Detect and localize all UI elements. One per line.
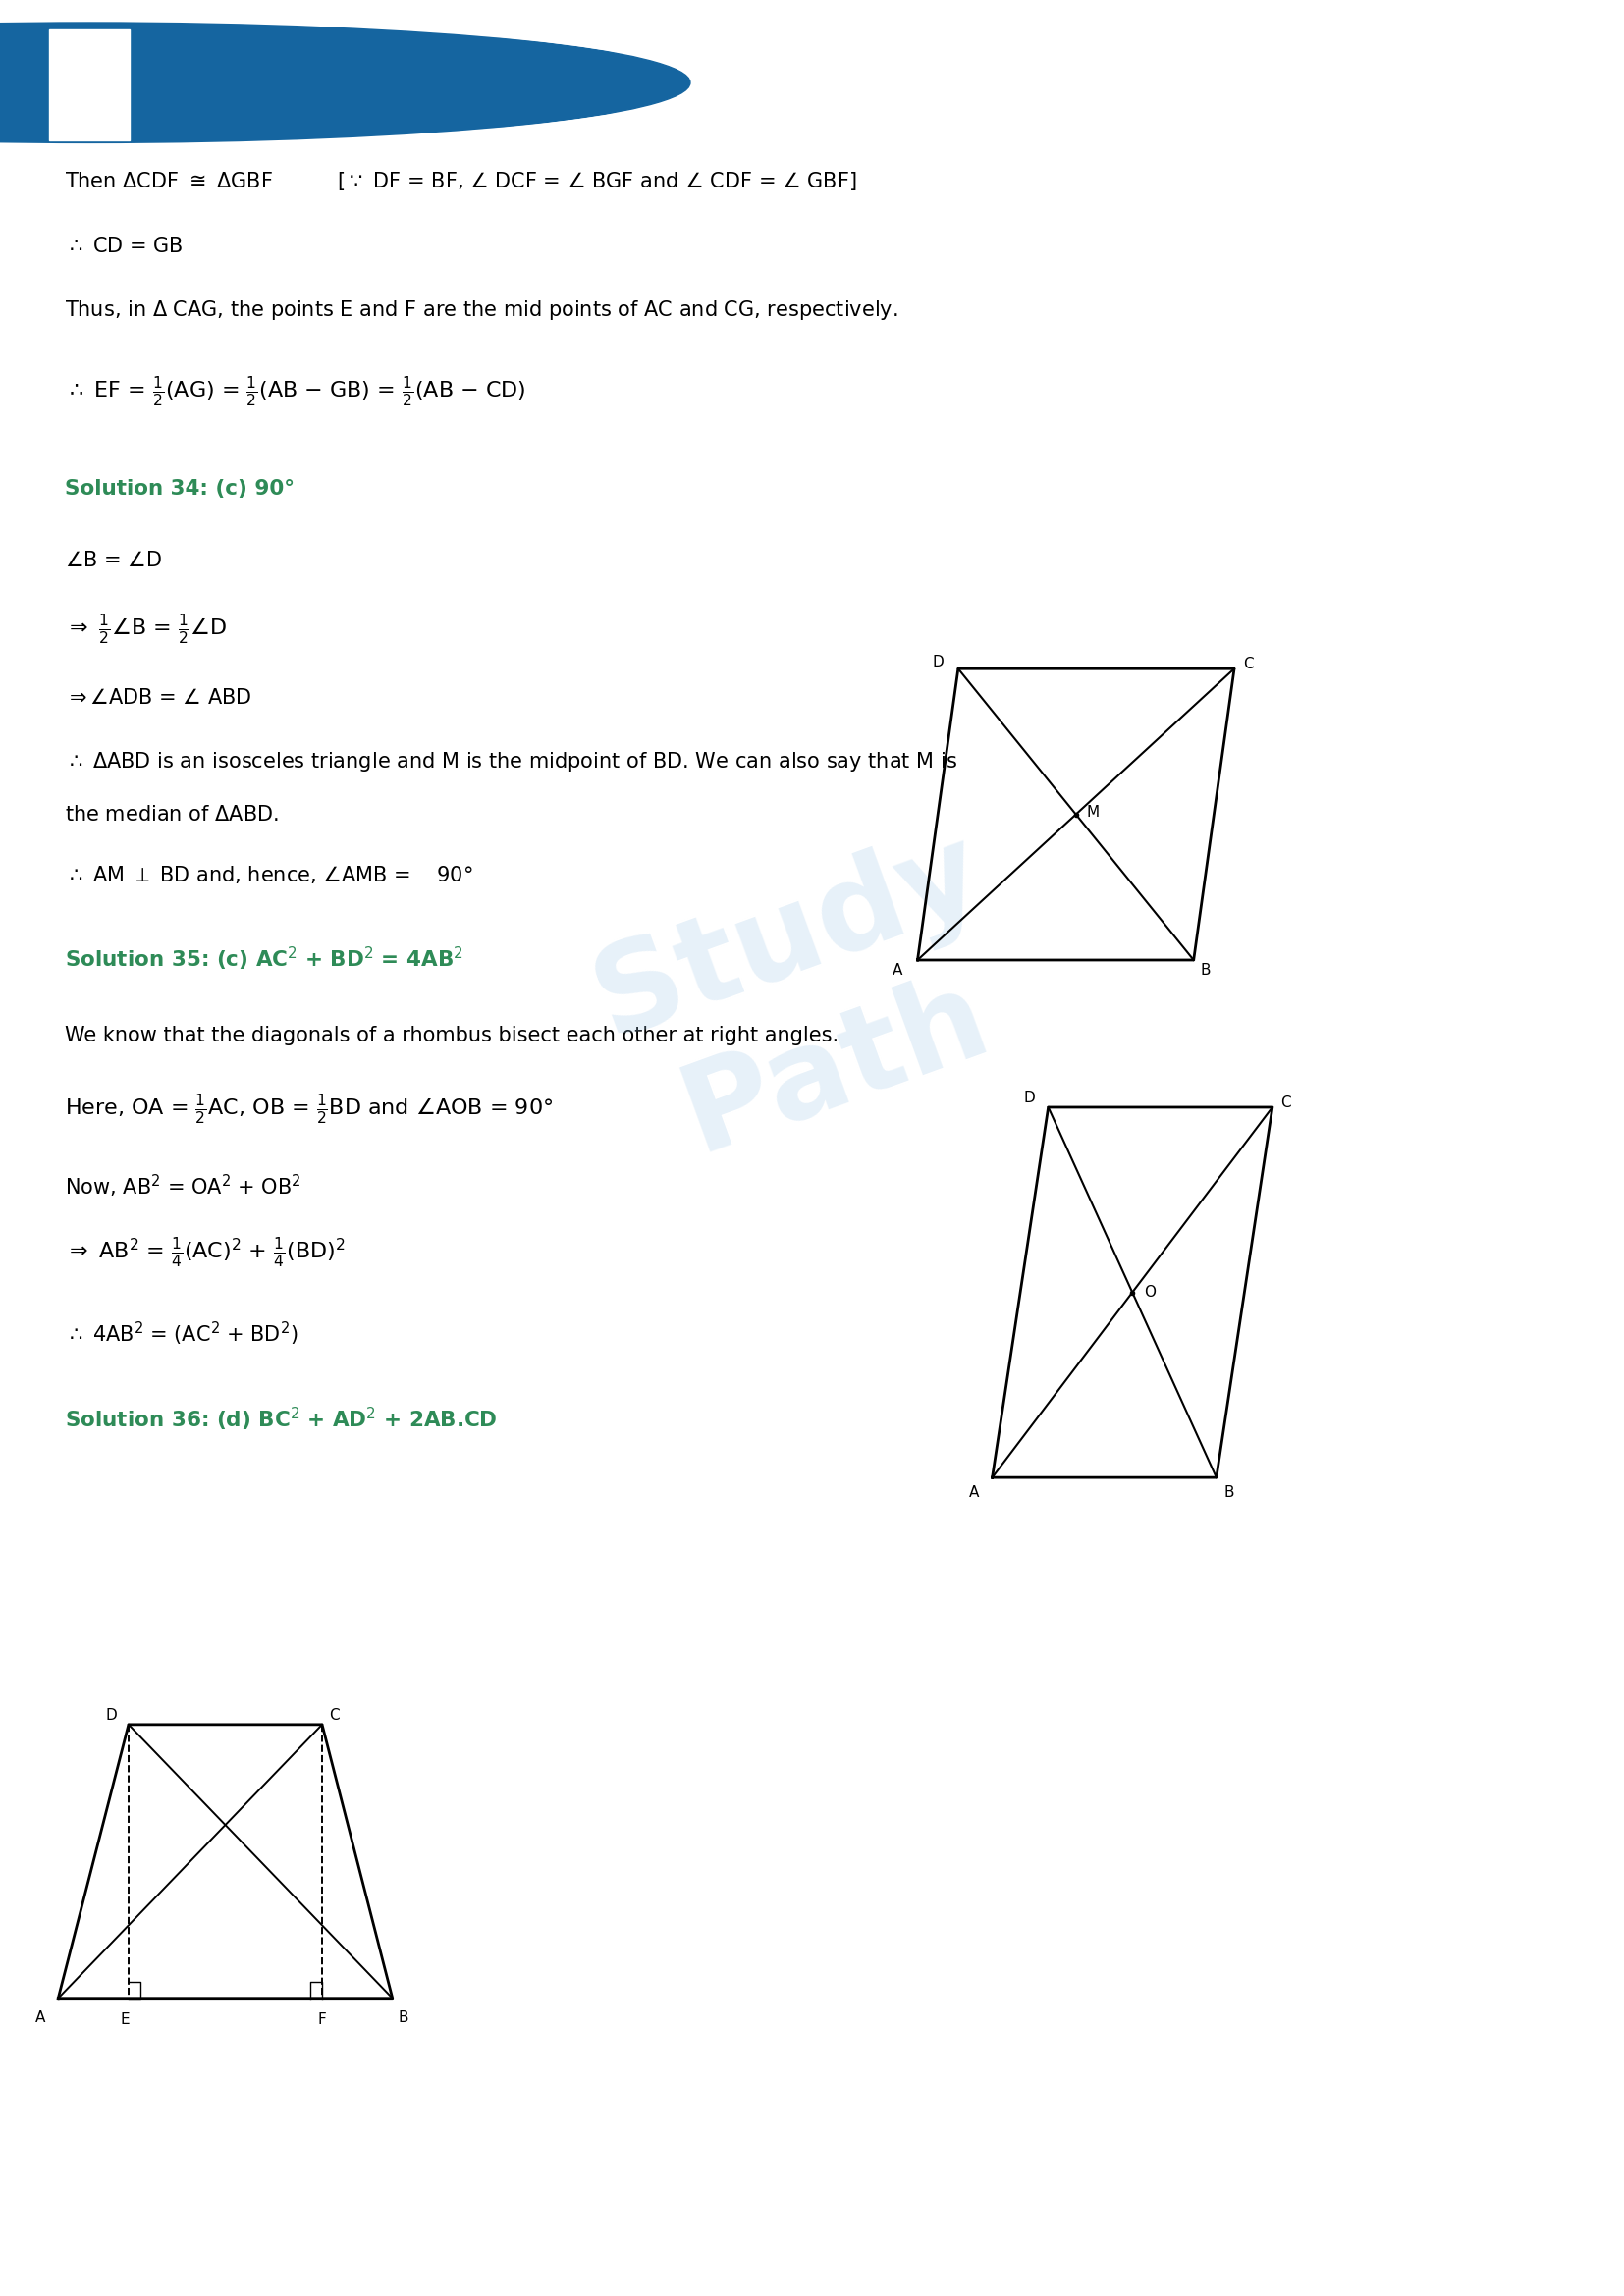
- Text: We know that the diagonals of a rhombus bisect each other at right angles.: We know that the diagonals of a rhombus …: [65, 1026, 838, 1045]
- Text: $\therefore$ AM $\perp$ BD and, hence, $\angle$AMB =    90°: $\therefore$ AM $\perp$ BD and, hence, $…: [65, 863, 473, 886]
- Text: $\therefore$ 4AB$^2$ = (AC$^2$ + BD$^2$): $\therefore$ 4AB$^2$ = (AC$^2$ + BD$^2$): [65, 1320, 299, 1348]
- Text: D: D: [106, 1708, 117, 1722]
- Text: Study
Path: Study Path: [580, 813, 1044, 1192]
- Text: D: D: [932, 654, 944, 668]
- Text: the median of $\Delta$ABD.: the median of $\Delta$ABD.: [65, 806, 279, 824]
- Text: Page 11 of 17: Page 11 of 17: [744, 2243, 880, 2262]
- Text: $\Rightarrow\angle$ADB = $\angle$ ABD: $\Rightarrow\angle$ADB = $\angle$ ABD: [65, 689, 252, 707]
- Text: B: B: [398, 2009, 408, 2025]
- Text: Class IX: Class IX: [762, 25, 862, 48]
- Text: O: O: [1143, 1286, 1155, 1300]
- Text: Now, AB$^2$ = OA$^2$ + OB$^2$: Now, AB$^2$ = OA$^2$ + OB$^2$: [65, 1173, 300, 1199]
- Circle shape: [0, 21, 690, 145]
- Text: C: C: [1244, 657, 1254, 673]
- Text: B: B: [1200, 964, 1212, 978]
- Text: Solution 35: (c) AC$^2$ + BD$^2$ = 4AB$^2$: Solution 35: (c) AC$^2$ + BD$^2$ = 4AB$^…: [65, 944, 463, 971]
- Text: $\therefore$ $\Delta$ABD is an isosceles triangle and M is the midpoint of BD. W: $\therefore$ $\Delta$ABD is an isosceles…: [65, 751, 958, 774]
- Text: Thus, in $\Delta$ CAG, the points E and F are the mid points of AC and CG, respe: Thus, in $\Delta$ CAG, the points E and …: [65, 298, 898, 321]
- Text: $\Rightarrow$ $\frac{1}{2}$$\angle$B = $\frac{1}{2}$$\angle$D: $\Rightarrow$ $\frac{1}{2}$$\angle$B = $…: [65, 613, 227, 645]
- Text: RS Aggarwal Solutions: RS Aggarwal Solutions: [654, 71, 970, 94]
- Text: Study Path: Study Path: [67, 142, 112, 152]
- Text: $\therefore$ EF = $\frac{1}{2}$(AG) = $\frac{1}{2}$(AB $-$ GB) = $\frac{1}{2}$(A: $\therefore$ EF = $\frac{1}{2}$(AG) = $\…: [65, 374, 526, 409]
- Text: Solution 36: (d) BC$^2$ + AD$^2$ + 2AB.CD: Solution 36: (d) BC$^2$ + AD$^2$ + 2AB.C…: [65, 1405, 497, 1433]
- Text: $\Rightarrow$ AB$^2$ = $\frac{1}{4}$(AC)$^2$ + $\frac{1}{4}$(BD)$^2$: $\Rightarrow$ AB$^2$ = $\frac{1}{4}$(AC)…: [65, 1235, 346, 1270]
- Text: A: A: [968, 1486, 979, 1499]
- Text: A: A: [36, 2009, 45, 2025]
- Text: A: A: [892, 964, 903, 978]
- Text: Chapter 10: Quadrilaterals: Chapter 10: Quadrilaterals: [648, 124, 976, 147]
- Text: Here, OA = $\frac{1}{2}$AC, OB = $\frac{1}{2}$BD and $\angle$AOB = 90°: Here, OA = $\frac{1}{2}$AC, OB = $\frac{…: [65, 1093, 554, 1127]
- Text: $\therefore$ CD = GB: $\therefore$ CD = GB: [65, 236, 184, 257]
- Text: D: D: [1023, 1091, 1036, 1104]
- Text: B: B: [1224, 1486, 1234, 1499]
- Text: C: C: [330, 1708, 339, 1722]
- Text: E: E: [120, 2014, 130, 2027]
- Text: M: M: [1086, 804, 1099, 820]
- Text: Solution 34: (c) 90°: Solution 34: (c) 90°: [65, 480, 294, 498]
- Text: Then $\Delta$CDF $\cong$ $\Delta$GBF          [$\because$ DF = BF, $\angle$ DCF : Then $\Delta$CDF $\cong$ $\Delta$GBF [$\…: [65, 170, 856, 193]
- Text: $\angle$B = $\angle$D: $\angle$B = $\angle$D: [65, 551, 162, 569]
- Text: F: F: [318, 2014, 326, 2027]
- Text: C: C: [1280, 1095, 1291, 1111]
- Polygon shape: [49, 30, 130, 140]
